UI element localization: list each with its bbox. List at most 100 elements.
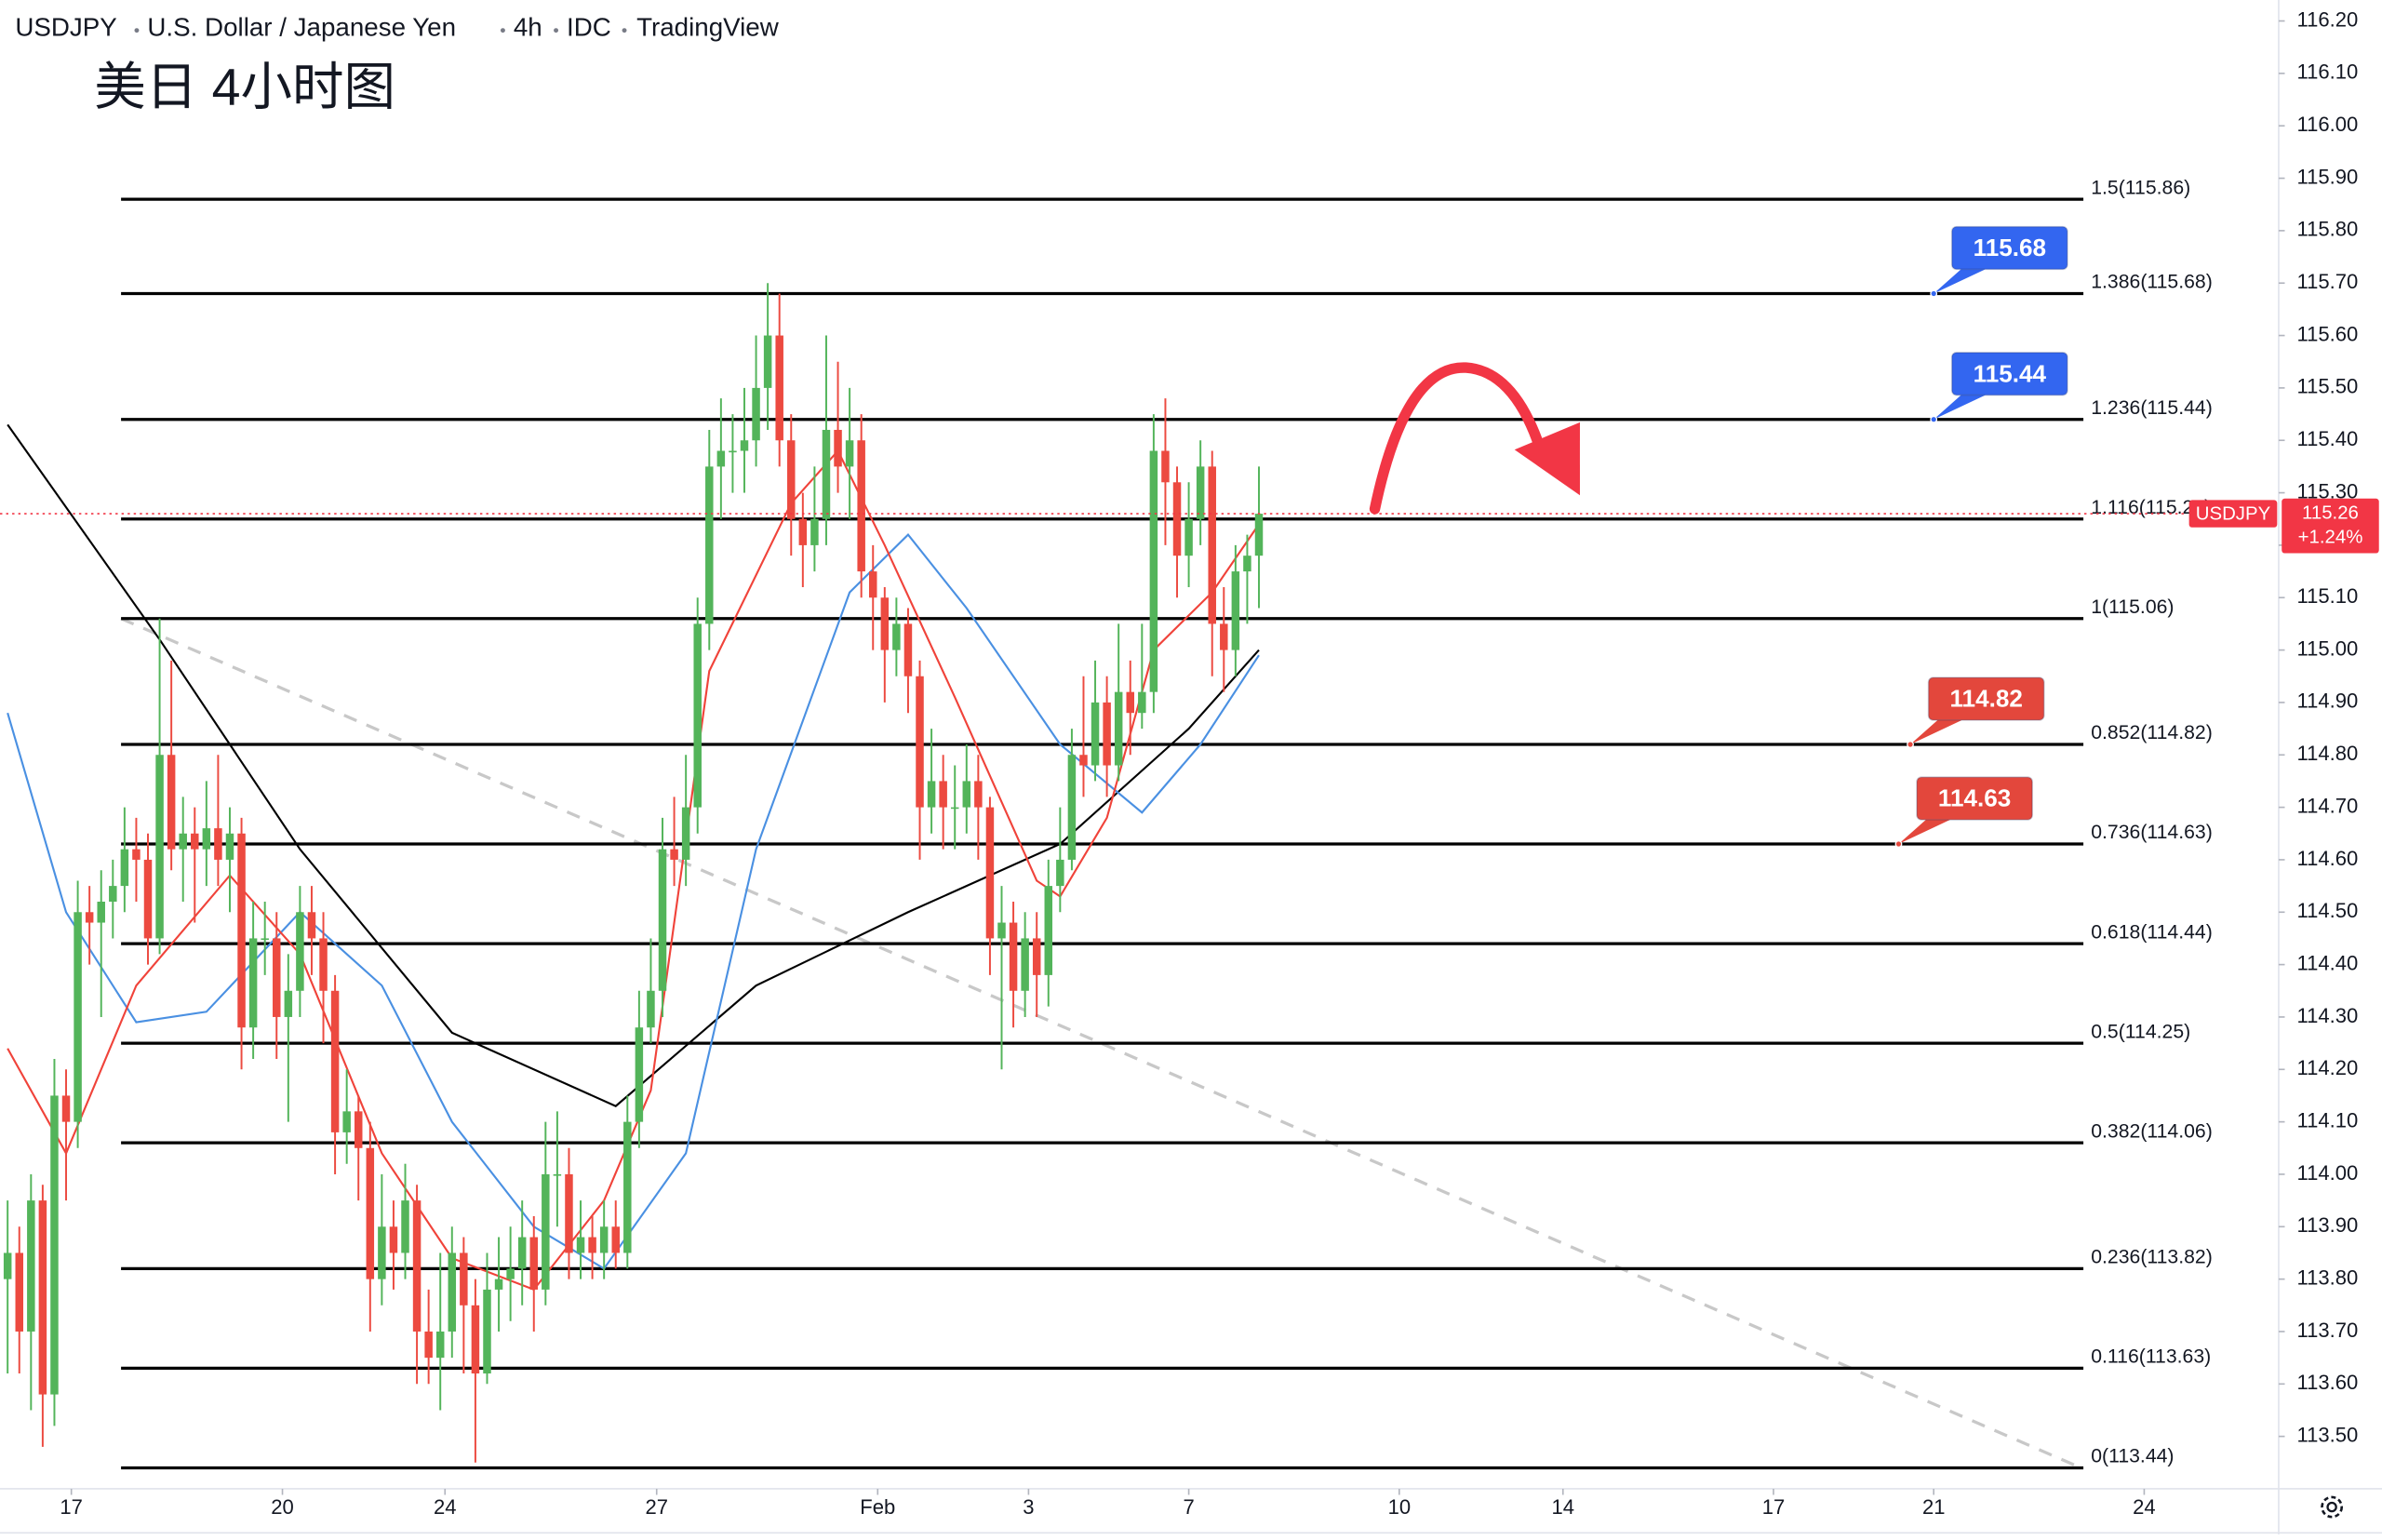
x-tick-label: 21 xyxy=(1922,1495,1946,1519)
callout-box xyxy=(1950,225,2068,271)
candle-body xyxy=(3,1252,12,1279)
callout-anchor xyxy=(1907,741,1914,748)
candle-body xyxy=(623,1121,632,1253)
candle-body xyxy=(435,1331,445,1359)
candle-body xyxy=(810,518,819,545)
fib-label: 0.618(114.44) xyxy=(2091,921,2213,943)
candle-body xyxy=(553,1173,562,1176)
x-tick-label: 24 xyxy=(2133,1495,2156,1519)
candle-body xyxy=(542,1173,550,1290)
candle-body xyxy=(787,440,796,519)
candle-layer xyxy=(3,283,1264,1463)
candle-body xyxy=(155,755,164,939)
candle-body xyxy=(1044,886,1053,975)
callout-box xyxy=(1916,776,2033,821)
candle-body xyxy=(471,1305,480,1374)
y-tick-label: 115.90 xyxy=(2297,165,2359,188)
y-tick-label: 116.20 xyxy=(2297,7,2359,31)
candle-body xyxy=(1220,623,1228,650)
candle-body xyxy=(845,440,854,467)
fib-label: 0.236(113.82) xyxy=(2091,1247,2213,1268)
candle-body xyxy=(588,1237,596,1253)
candle-body xyxy=(705,466,714,624)
symbol: USDJPY xyxy=(15,12,116,41)
y-tick-label: 114.80 xyxy=(2297,742,2359,765)
trendline xyxy=(120,617,2082,1469)
separator xyxy=(500,28,505,33)
candle-body xyxy=(354,1111,363,1148)
candle-body xyxy=(319,938,328,991)
fib-label: 0.5(114.25) xyxy=(2091,1021,2190,1042)
candle-body xyxy=(15,1252,23,1332)
price-tag-value: 115.26 xyxy=(2302,502,2359,523)
candle-body xyxy=(635,1027,644,1122)
candle-body xyxy=(506,1268,515,1279)
candle-body xyxy=(599,1226,609,1253)
x-tick-label: 7 xyxy=(1183,1495,1194,1519)
x-tick-label: 17 xyxy=(60,1495,83,1519)
y-tick-label: 113.90 xyxy=(2297,1213,2359,1237)
candle-body xyxy=(1231,571,1240,650)
candle-body xyxy=(916,676,924,808)
candle-body xyxy=(822,429,831,519)
candle-body xyxy=(494,1279,503,1290)
callout-box xyxy=(1950,352,2068,396)
candle-body xyxy=(752,387,760,441)
candle-body xyxy=(939,781,947,808)
candle-body xyxy=(248,938,258,1028)
candle-body xyxy=(1103,702,1111,766)
x-tick-label: 3 xyxy=(1023,1495,1034,1519)
candle-body xyxy=(261,938,269,941)
candle-body xyxy=(214,828,222,860)
candle-body xyxy=(97,902,105,923)
candle-body xyxy=(869,571,877,598)
callout-layer: 115.68 115.44 114.82 114.63 xyxy=(1894,225,2068,848)
candle-body xyxy=(517,1237,527,1269)
candle-body xyxy=(647,990,655,1028)
y-tick-label: 114.10 xyxy=(2297,1108,2359,1132)
settings-icon[interactable] xyxy=(2321,1495,2344,1519)
x-tick-label: 14 xyxy=(1552,1495,1575,1519)
time-axis-panel xyxy=(0,1488,2382,1540)
candle-body xyxy=(273,938,281,1017)
candle-body xyxy=(857,440,865,572)
candle-body xyxy=(892,623,901,650)
y-tick-label: 116.00 xyxy=(2297,113,2359,136)
candle-body xyxy=(179,833,187,850)
source: IDC xyxy=(567,12,611,41)
callout-label: 115.44 xyxy=(1974,359,2047,387)
candle-body xyxy=(366,1147,375,1279)
candle-body xyxy=(1243,556,1251,572)
description: U.S. Dollar / Japanese Yen xyxy=(147,12,456,41)
candle-body xyxy=(681,807,690,860)
candle-body xyxy=(132,849,141,860)
callout-anchor xyxy=(1894,840,1903,848)
candle-body xyxy=(167,755,176,850)
candle-body xyxy=(237,833,246,1028)
candle-body xyxy=(191,833,199,850)
candle-body xyxy=(1114,691,1123,766)
callout-label: 114.63 xyxy=(1938,784,2011,812)
x-tick-label: 24 xyxy=(434,1495,457,1519)
candle-body xyxy=(903,623,913,676)
candle-body xyxy=(985,807,995,939)
candle-body xyxy=(342,1111,351,1132)
candle-body xyxy=(1161,450,1170,483)
candle-body xyxy=(1021,938,1029,991)
y-tick-label: 113.50 xyxy=(2297,1423,2359,1446)
chart-title: 美日 4小时图 xyxy=(94,59,395,116)
y-tick-label: 113.60 xyxy=(2297,1371,2359,1394)
candle-body xyxy=(1149,450,1158,692)
candle-body xyxy=(1079,755,1088,766)
candle-body xyxy=(1032,938,1041,975)
candle-body xyxy=(483,1289,491,1374)
candle-body xyxy=(296,912,304,991)
x-tick-label: 10 xyxy=(1388,1495,1412,1519)
moving-average xyxy=(7,423,1260,1107)
x-tick-label: 20 xyxy=(271,1495,294,1519)
symbol-tag-label: USDJPY xyxy=(2196,503,2271,524)
fib-label: 0(113.44) xyxy=(2091,1446,2174,1467)
candle-body xyxy=(1196,466,1205,519)
candle-body xyxy=(202,828,211,850)
candle-body xyxy=(693,623,702,808)
